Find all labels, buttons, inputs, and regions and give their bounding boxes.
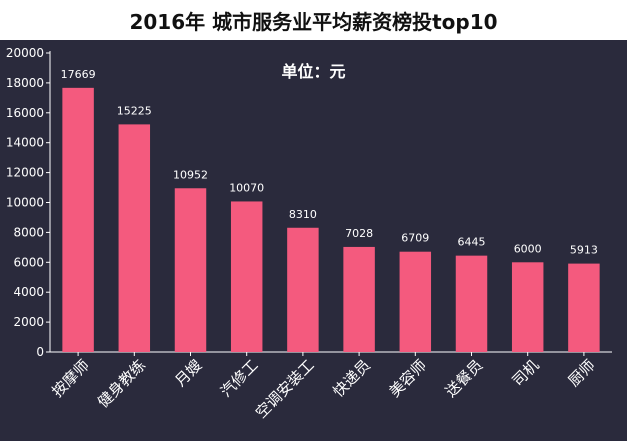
- bar-value-label: 6445: [458, 236, 486, 249]
- bar-value-label: 8310: [289, 208, 317, 221]
- x-category-label: 厨师: [565, 356, 599, 390]
- y-tick-label: 10000: [6, 196, 44, 210]
- x-category-label: 空调安装工: [252, 356, 318, 422]
- bar-value-label: 7028: [345, 227, 373, 240]
- y-tick-label: 8000: [13, 225, 44, 239]
- y-tick-label: 12000: [6, 166, 44, 180]
- bar: [343, 246, 375, 352]
- bar: [511, 262, 544, 352]
- y-tick-label: 4000: [13, 285, 44, 299]
- bar: [230, 201, 263, 352]
- bar-value-label: 15225: [117, 104, 152, 117]
- y-tick-label: 14000: [6, 136, 44, 150]
- bar: [455, 255, 488, 352]
- x-category-label: 月嫂: [171, 356, 205, 390]
- y-tick-label: 6000: [13, 255, 44, 269]
- x-category-label: 按摩师: [48, 356, 93, 401]
- y-tick-label: 2000: [13, 315, 44, 329]
- bar: [287, 227, 319, 352]
- y-tick-label: 20000: [6, 46, 44, 60]
- x-category-label: 汽修工: [217, 356, 262, 401]
- chart-title: 2016年 城市服务业平均薪资榜投top10: [129, 9, 498, 34]
- bar: [118, 124, 151, 352]
- unit-label: 单位：元: [281, 62, 346, 81]
- bar-value-label: 10952: [173, 168, 208, 181]
- bar: [568, 263, 600, 352]
- bar-value-label: 5913: [570, 244, 598, 257]
- y-tick-label: 18000: [6, 76, 44, 90]
- bar: [62, 87, 94, 352]
- x-category-label: 美容师: [386, 356, 431, 401]
- y-tick-label: 16000: [6, 106, 44, 120]
- y-tick-label: 0: [36, 345, 44, 359]
- bar: [174, 188, 207, 352]
- bar: [399, 251, 432, 352]
- x-category-label: 快递员: [329, 356, 374, 401]
- x-category-label: 健身教练: [94, 356, 149, 411]
- bar-value-label: 10070: [229, 181, 264, 194]
- bar-value-label: 17669: [61, 68, 96, 81]
- bar-value-label: 6000: [514, 242, 542, 255]
- x-category-label: 送餐员: [442, 356, 487, 401]
- x-category-label: 司机: [509, 356, 543, 390]
- bar-value-label: 6709: [401, 232, 429, 245]
